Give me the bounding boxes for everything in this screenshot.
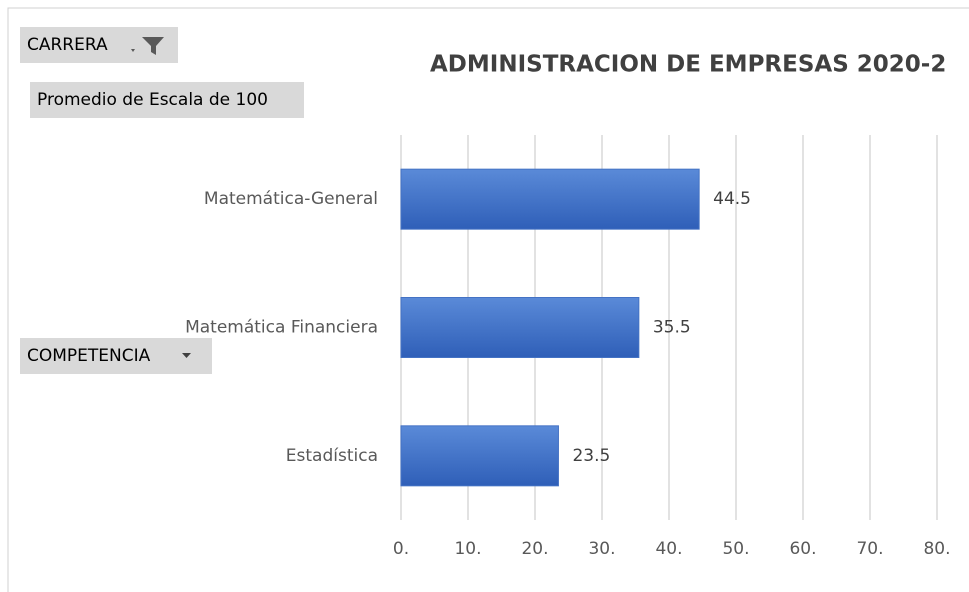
x-tick-label: 40. [655, 539, 682, 559]
x-tick-label: 30. [588, 539, 615, 559]
y-tick-label: Estadística [286, 446, 378, 466]
filter-icon [131, 37, 164, 55]
y-tick-label: Matemática-General [204, 189, 378, 209]
chart-title: ADMINISTRACION DE EMPRESAS 2020-2 [430, 52, 946, 78]
filter-label: CARRERA [27, 35, 108, 55]
chart-border [7, 7, 969, 592]
dropdown-icon [182, 353, 191, 358]
x-tick-label: 80. [923, 539, 950, 559]
axis-field-label: COMPETENCIA [27, 346, 151, 366]
bar [400, 425, 559, 487]
data-label: 23.5 [572, 446, 610, 466]
data-label: 44.5 [713, 189, 751, 209]
axis-field-button[interactable] [20, 338, 212, 374]
x-tick-label: 10. [454, 539, 481, 559]
x-tick-label: 60. [789, 539, 816, 559]
x-tick-label: 0. [393, 539, 409, 559]
y-tick-label: Matemática Financiera [185, 318, 378, 338]
value-field-label: Promedio de Escala de 100 [37, 90, 268, 110]
x-tick-label: 50. [722, 539, 749, 559]
value-field-button[interactable] [30, 82, 304, 118]
x-tick-label: 20. [521, 539, 548, 559]
x-tick-label: 70. [856, 539, 883, 559]
bar [400, 297, 640, 358]
data-label: 35.5 [653, 318, 691, 338]
bar [400, 168, 700, 230]
